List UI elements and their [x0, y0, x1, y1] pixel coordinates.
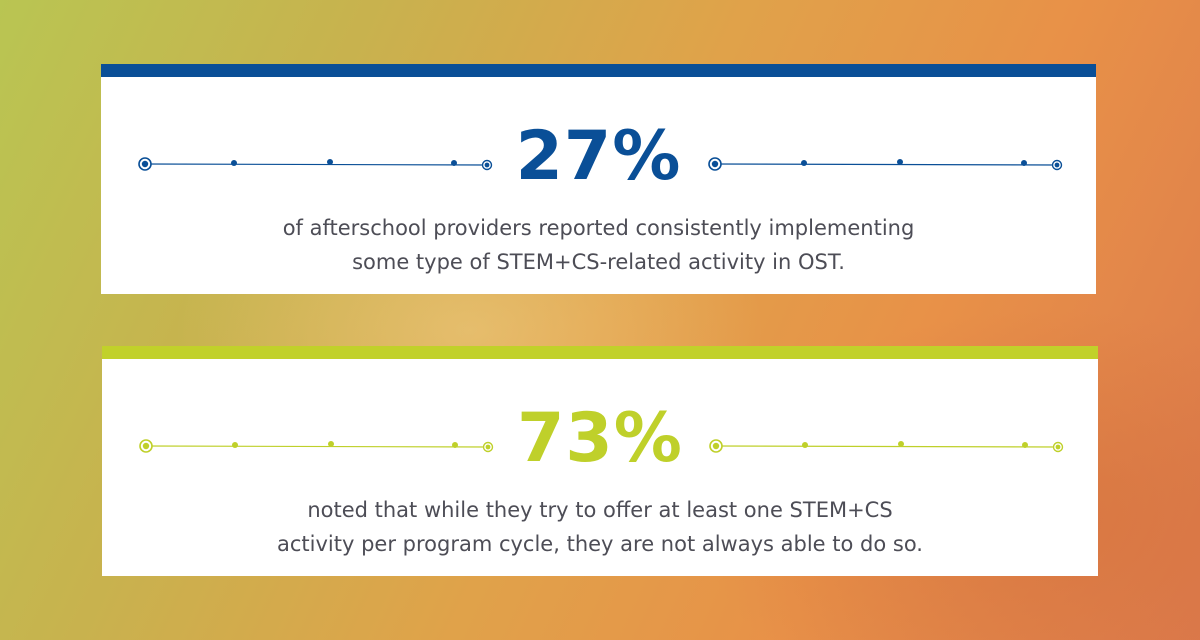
circuit-line-icon: [709, 439, 1064, 453]
circuit-line-icon: [138, 157, 493, 171]
circuit-line-icon: [139, 439, 494, 453]
stat-value: 73%: [517, 399, 683, 478]
stat-description-line: activity per program cycle, they are not…: [277, 532, 923, 556]
stat-description-line: some type of STEM+CS-related activity in…: [352, 250, 845, 274]
stat-value: 27%: [515, 117, 682, 196]
stat-card-73: 73% noted that while they try to offer a…: [102, 346, 1098, 576]
circuit-line-icon: [708, 157, 1063, 171]
stat-description: noted that while they try to offer at le…: [102, 493, 1098, 561]
stat-description: of afterschool providers reported consis…: [101, 211, 1096, 279]
stat-card-27: 27% of afterschool providers reported co…: [101, 64, 1096, 294]
stat-description-line: of afterschool providers reported consis…: [282, 216, 915, 240]
stat-description-line: noted that while they try to offer at le…: [307, 498, 893, 522]
